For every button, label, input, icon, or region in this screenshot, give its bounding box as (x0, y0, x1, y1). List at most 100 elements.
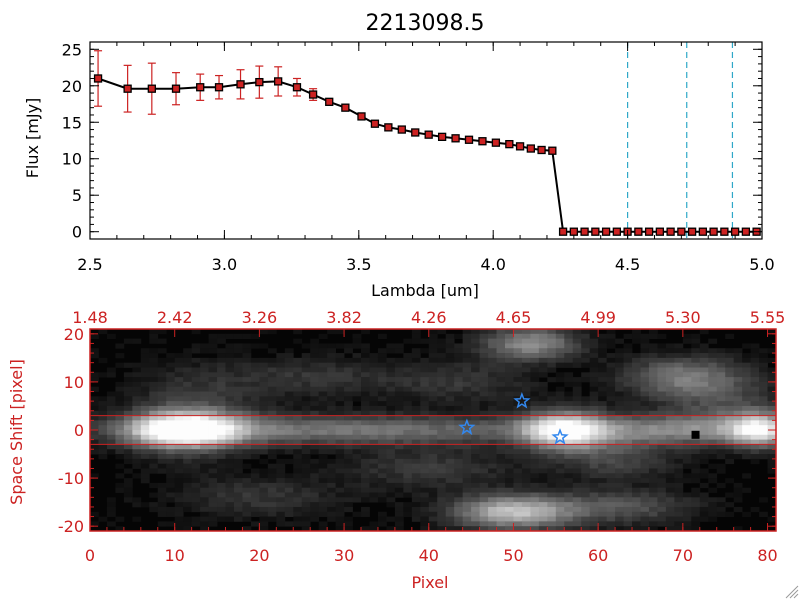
heatmap-cell (606, 405, 616, 412)
heatmap-cell (462, 386, 472, 392)
heatmap-cell (471, 357, 480, 364)
data-point-24 (505, 139, 514, 149)
heatmap-cell (259, 410, 269, 416)
heatmap-cell (572, 430, 582, 436)
heatmap-cell (106, 420, 116, 426)
heatmap-cell (674, 353, 684, 359)
heatmap-cell (648, 473, 658, 479)
heatmap-cell (284, 511, 294, 517)
heatmap-cell (403, 439, 413, 445)
heatmap-cell (284, 449, 294, 455)
heatmap-cell (132, 444, 142, 450)
heatmap-cell (750, 357, 760, 364)
heatmap-cell (471, 353, 480, 359)
heatmap-cell (259, 367, 269, 373)
heatmap-cell (750, 410, 760, 416)
heatmap-cell (335, 353, 345, 359)
heatmap-cell (513, 482, 523, 489)
heatmap-cell (657, 463, 667, 469)
heatmap-cell (276, 521, 286, 527)
heatmap-cell (208, 439, 218, 445)
heatmap-cell (140, 434, 150, 441)
heatmap-cell (183, 391, 193, 397)
heatmap-cell (386, 367, 396, 373)
heatmap-cell (606, 521, 616, 527)
heatmap-cell (318, 492, 328, 498)
heatmap-cell (284, 353, 294, 359)
heatmap-cell (564, 405, 574, 412)
heatmap-cell (318, 353, 328, 359)
heatmap-cell (225, 434, 235, 441)
heatmap-cell (200, 492, 209, 498)
heatmap-cell (632, 362, 641, 368)
heatmap-cell (623, 492, 633, 498)
heatmap-cell (572, 425, 582, 431)
heatmap-cell (742, 473, 751, 479)
heatmap-cell (674, 449, 684, 455)
heatmap-cell (538, 478, 548, 484)
heatmap-cell (369, 449, 379, 455)
heatmap-cell (691, 333, 701, 340)
heatmap-cell (377, 401, 387, 407)
heatmap-cell (750, 458, 760, 465)
heatmap-cell (454, 377, 464, 383)
heatmap-cell (555, 468, 565, 474)
heatmap-cell (657, 357, 667, 364)
heatmap-cell (759, 420, 768, 426)
heatmap-cell (665, 425, 675, 431)
heatmap-cell (233, 497, 243, 503)
heatmap-cell (386, 497, 396, 503)
heatmap-cell (301, 482, 311, 489)
heatmap-cell (513, 502, 523, 508)
heatmap-cell (547, 439, 557, 445)
heatmap-cell (225, 381, 235, 388)
heatmap-cell (293, 405, 303, 412)
heatmap-cell (149, 415, 159, 421)
heatmap-cell (242, 357, 252, 364)
heatmap-cell (708, 348, 718, 354)
heatmap-cell (471, 401, 480, 407)
heatmap-cell (623, 377, 633, 383)
plot-frame (89, 41, 763, 240)
data-point-32 (591, 227, 600, 236)
heatmap-cell (411, 506, 421, 513)
heatmap-cell (640, 506, 650, 513)
heatmap-cell (471, 362, 480, 368)
heatmap-cell (454, 420, 464, 426)
heatmap-cell (361, 357, 370, 364)
heatmap-cell (377, 372, 387, 378)
heatmap-cell (606, 492, 616, 498)
heatmap-cell (488, 487, 497, 493)
heatmap-cell (589, 444, 599, 450)
heatmap-cell (90, 449, 99, 455)
heatmap-cell (716, 454, 726, 460)
heatmap-cell (530, 377, 540, 383)
heatmap-cell (149, 357, 159, 364)
resize-grip-icon[interactable] (785, 585, 799, 599)
dark-pixel (691, 430, 700, 439)
heatmap-cell (293, 487, 303, 493)
heatmap-cell (716, 401, 726, 407)
heatmap-cell (344, 478, 353, 484)
heatmap-cell (691, 405, 701, 412)
heatmap-cell (589, 362, 599, 368)
heatmap-cell (445, 353, 455, 359)
heatmap-cell (555, 343, 565, 349)
heatmap-cell (513, 405, 523, 412)
heatmap-cell (496, 391, 506, 397)
y-tick-label-1: 5 (72, 186, 82, 205)
heatmap-cell (615, 357, 624, 364)
heatmap-cell (479, 463, 489, 469)
heatmap-cell (250, 506, 260, 513)
heatmap-cell (564, 444, 574, 450)
heatmap-cell (140, 473, 150, 479)
heatmap-cell (708, 381, 718, 388)
heatmap-cell (674, 430, 684, 436)
heatmap-cell (504, 463, 514, 469)
heatmap-cell (564, 348, 574, 354)
heatmap-cell (725, 391, 735, 397)
heatmap-cell (521, 405, 531, 412)
heatmap-cell (183, 348, 193, 354)
heatmap-cell (394, 381, 404, 388)
heatmap-cell (318, 420, 328, 426)
